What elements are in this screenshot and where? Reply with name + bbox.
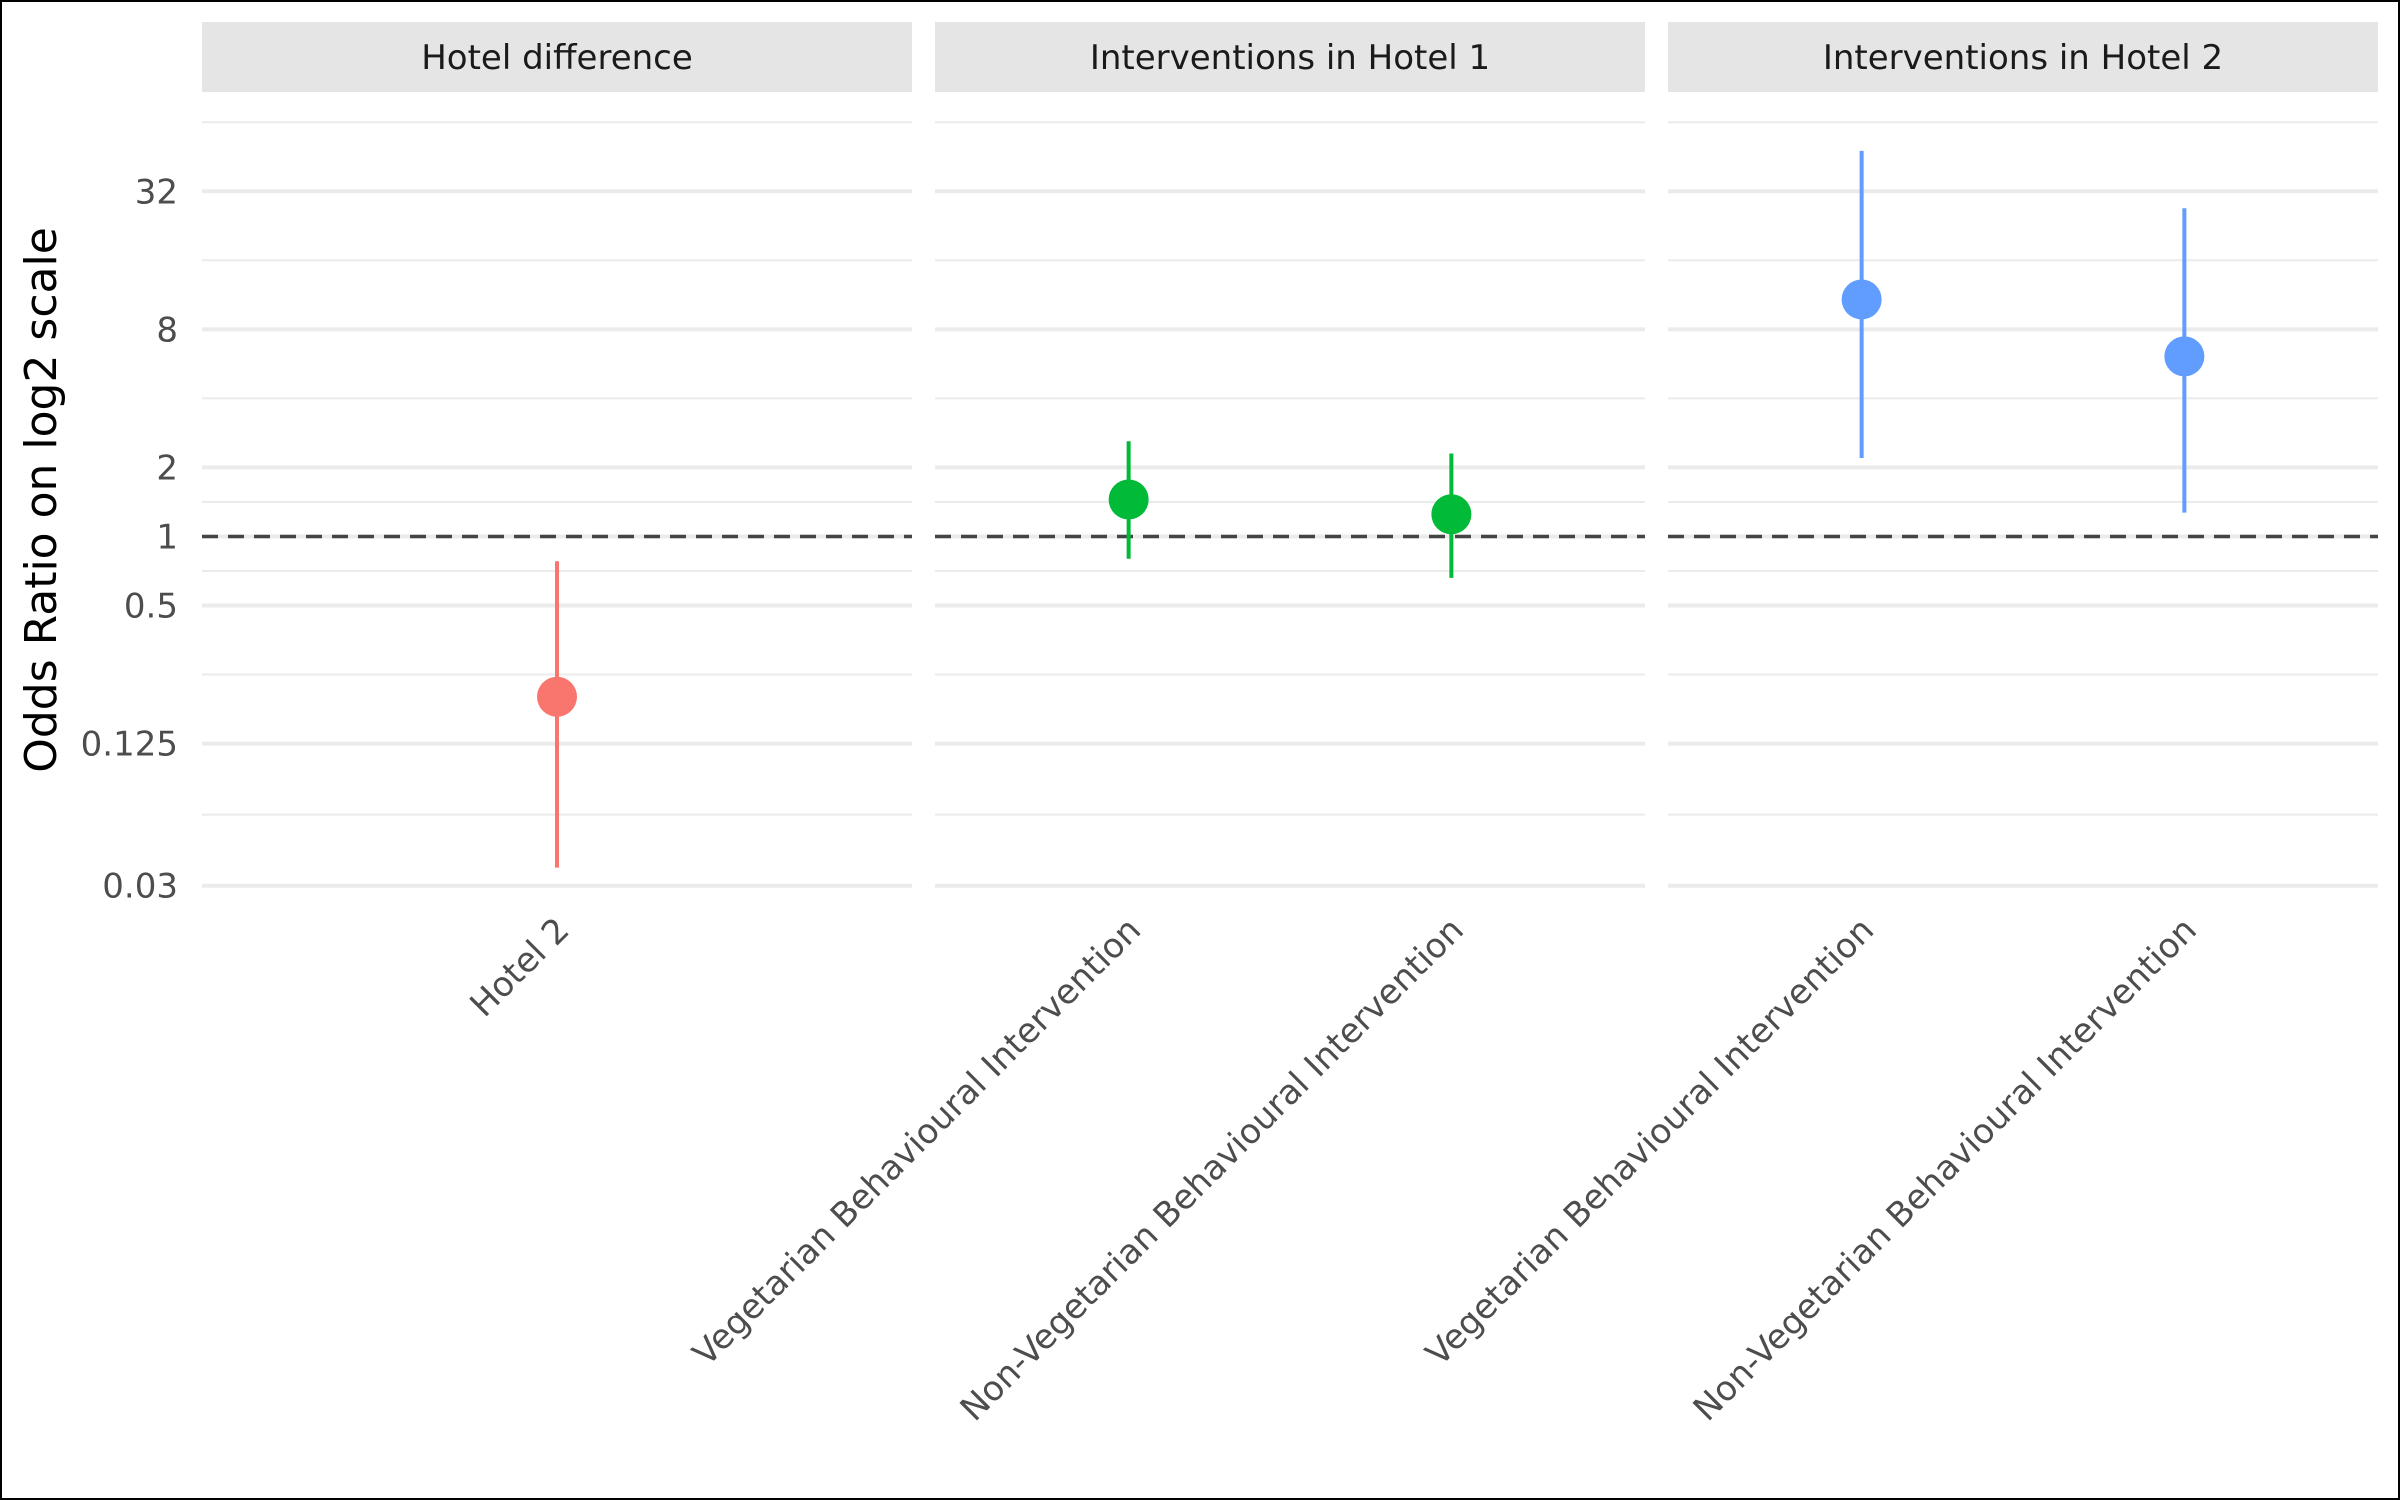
facet-strip [202, 22, 912, 92]
facet-strip-label: Interventions in Hotel 2 [1823, 38, 2223, 78]
y-tick-label: 0.5 [124, 587, 178, 627]
facet-strip [935, 22, 1645, 92]
facet-strip-label: Hotel difference [421, 38, 693, 78]
y-axis-title: Odds Ratio on log2 scale [16, 227, 67, 773]
y-axis-ticks: 0.03 0.125 0.5 1 2 8 32 [81, 172, 178, 906]
data-point [1431, 494, 1472, 535]
data-point [1108, 479, 1149, 520]
y-tick-label: 0.03 [102, 867, 178, 907]
facet-strip-label: Interventions in Hotel 1 [1090, 38, 1490, 78]
data-point [1841, 279, 1882, 320]
data-point [2164, 336, 2205, 377]
y-tick-label: 0.125 [81, 725, 178, 765]
facet-strip [1668, 22, 2378, 92]
y-tick-label: 2 [156, 448, 178, 488]
y-tick-label: 8 [156, 310, 178, 350]
y-tick-label: 32 [135, 172, 178, 212]
y-tick-label: 1 [156, 517, 178, 557]
data-point [537, 676, 577, 717]
